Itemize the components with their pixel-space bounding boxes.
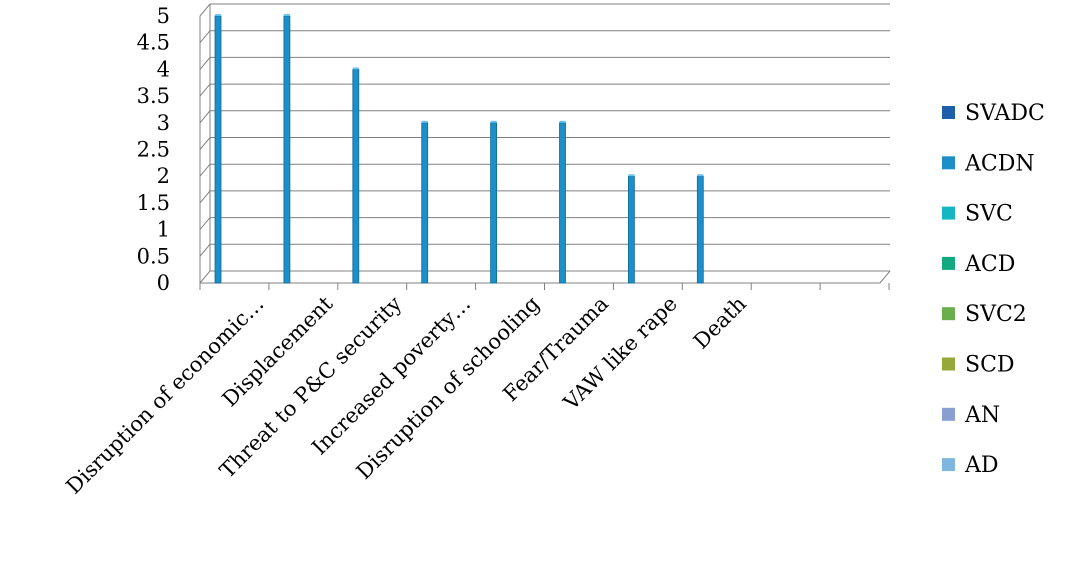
- legend: SVADC ACDN SVC ACD SVC2 SCD AN AD: [942, 101, 1045, 478]
- y-tick-label: 2.5: [137, 138, 170, 162]
- bar: [696, 174, 704, 284]
- legend-label: ACD: [964, 252, 1015, 277]
- legend-swatch: [942, 256, 955, 270]
- y-tick-label: 3.5: [137, 84, 170, 108]
- legend-item: AN: [942, 403, 1000, 428]
- gridlines: [199, 3, 890, 284]
- gridline: [199, 30, 890, 44]
- y-axis-ticks: 0 0.51 1.5 22.5 3 3.5 44.5 5: [137, 4, 170, 295]
- legend-label: AD: [964, 453, 999, 478]
- legend-item: SVC: [942, 202, 1013, 227]
- gridline: [199, 163, 890, 177]
- legend-label: SVADC: [965, 101, 1045, 126]
- legend-label: SVC2: [965, 302, 1027, 327]
- legend-swatch: [942, 156, 955, 170]
- legend-label: SVC: [965, 202, 1013, 227]
- y-tick-label: 2: [157, 164, 170, 188]
- bar: [421, 120, 429, 284]
- legend-item: AD: [942, 453, 999, 478]
- y-tick-label: 4.5: [137, 31, 170, 55]
- gridline: [199, 243, 890, 257]
- y-tick-label: 5: [157, 4, 170, 28]
- bar: [559, 120, 566, 284]
- y-tick-label: 0: [157, 271, 170, 295]
- gridline: [199, 137, 890, 150]
- y-tick-label: 1.5: [137, 191, 170, 215]
- bar: [214, 14, 222, 284]
- y-tick-label: 3: [157, 111, 170, 135]
- x-axis-categories: Disruption of economic…DisplacementThrea…: [61, 291, 750, 498]
- y-tick-label: 1: [157, 218, 170, 242]
- y-tick-label: 4: [157, 57, 170, 81]
- gridline: [199, 56, 890, 70]
- legend-swatch: [942, 357, 955, 371]
- gridline: [199, 270, 890, 284]
- legend-item: SVADC: [942, 101, 1045, 126]
- gridline: [199, 3, 890, 17]
- bar: [628, 174, 635, 284]
- legend-swatch: [942, 307, 955, 321]
- legend-label: ACDN: [964, 151, 1035, 176]
- gridline: [199, 83, 890, 97]
- x-category-label: Death: [689, 292, 751, 354]
- bars: [214, 14, 704, 284]
- legend-swatch: [942, 106, 955, 119]
- bar: [352, 67, 360, 284]
- legend-swatch: [942, 206, 955, 220]
- gridline: [199, 217, 890, 230]
- legend-item: SCD: [942, 353, 1015, 378]
- y-tick-label: 0.5: [137, 244, 170, 268]
- legend-label: AN: [964, 403, 1000, 428]
- bar: [490, 120, 498, 284]
- legend-swatch: [942, 458, 955, 472]
- legend-item: ACDN: [942, 151, 1035, 176]
- legend-item: SVC2: [942, 302, 1027, 327]
- legend-item: ACD: [942, 252, 1015, 277]
- axes: [199, 4, 891, 290]
- legend-label: SCD: [965, 353, 1015, 378]
- gridline: [199, 190, 890, 204]
- bar: [283, 14, 291, 284]
- gridline: [199, 110, 890, 124]
- legend-swatch: [942, 407, 955, 421]
- x-axis-line: [200, 270, 891, 284]
